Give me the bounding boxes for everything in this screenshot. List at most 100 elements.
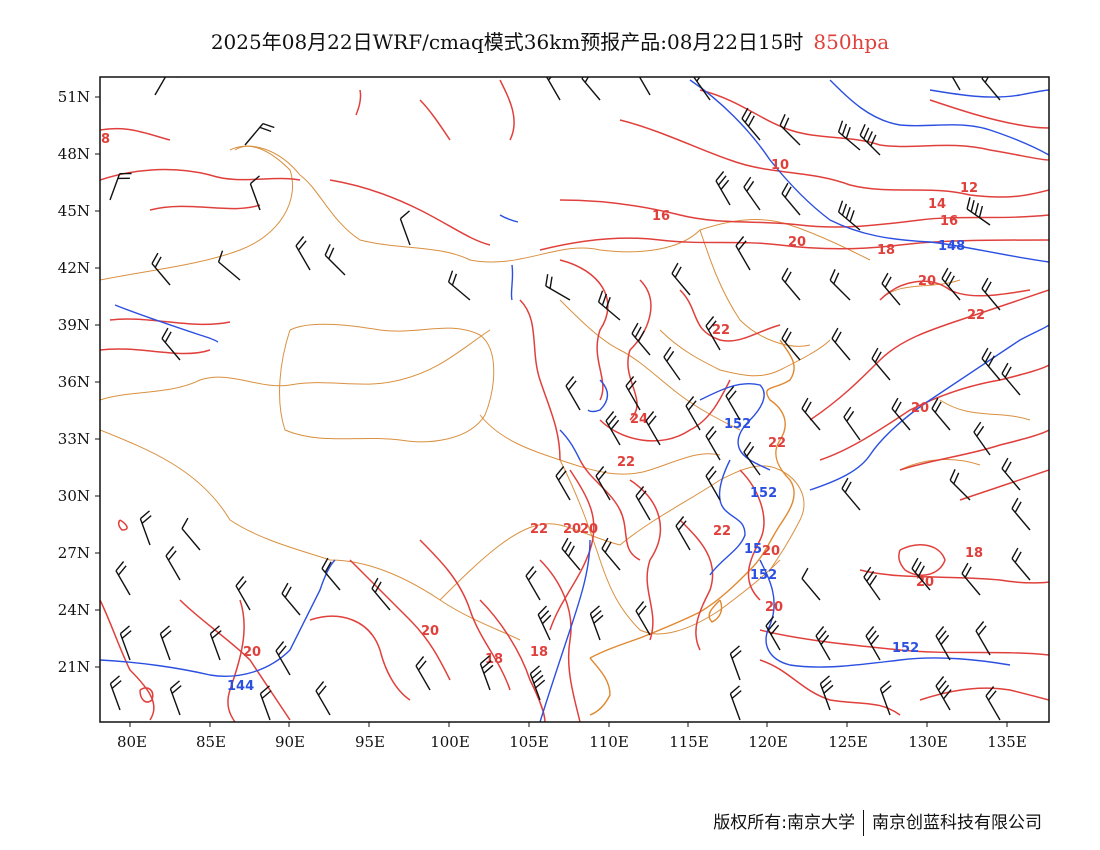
wind-barb-feather (595, 466, 605, 477)
wind-barb-feather (914, 561, 922, 573)
wind-barb-feather (211, 630, 222, 639)
wind-barb-feather (693, 77, 695, 78)
height-label: 148 (938, 239, 965, 254)
lon-label: 125E (828, 733, 868, 751)
wind-barb-feather (119, 625, 130, 635)
temp-label: 22 (768, 436, 786, 451)
wind-barb-feather (707, 320, 717, 331)
wind-barb-feather (374, 581, 382, 593)
wind-barb-shaft (949, 479, 971, 501)
lon-label: 135E (987, 733, 1027, 751)
wind-barb-feather (209, 625, 220, 635)
wind-barb-feather (663, 346, 672, 358)
wind-barb-feather (834, 331, 842, 343)
wind-barb-feather (675, 516, 685, 527)
wind-barb-feather (819, 675, 830, 685)
wind-barb-shaft (581, 78, 601, 101)
lon-label: 95E (355, 733, 385, 751)
wind-barb-shaft (815, 635, 831, 661)
wind-barb-shaft (151, 263, 171, 286)
wind-barb-feather (731, 650, 742, 659)
wind-barb-feather (315, 681, 325, 692)
wind-barb-feather (1014, 551, 1022, 563)
wind-barb-shaft (244, 123, 264, 146)
wind-barb-shaft (705, 435, 721, 461)
height-label: 144 (227, 679, 254, 694)
wind-barb-feather (770, 624, 780, 635)
wind-barb-feather (139, 510, 150, 520)
wind-barb-feather (935, 626, 945, 637)
lon-label: 120E (748, 733, 788, 751)
wind-barb-feather (837, 120, 844, 133)
copyright-owner: 版权所有:南京大学 (713, 813, 855, 833)
wind-barb-shaft (931, 408, 951, 431)
wind-barb-feather (884, 276, 892, 288)
wind-barb-feather (539, 610, 550, 620)
temp-label: 8 (101, 132, 110, 147)
wind-barb-feather (937, 680, 947, 691)
lat-label: 42N (58, 259, 90, 277)
coastline (589, 339, 795, 716)
wind-barb-shaft (961, 573, 981, 596)
wind-barb-feather (715, 171, 725, 182)
wind-barb-feather (297, 240, 307, 251)
wind-barb-shaft (843, 416, 861, 441)
wind-barb-feather (275, 641, 285, 652)
map-title: 2025年08月22日WRF/cmaq模式36km预报产品:08月22日15时 8… (0, 26, 1100, 55)
temp-label: 20 (563, 522, 581, 537)
wind-barb-feather (783, 117, 790, 130)
wind-barb-feather (141, 515, 152, 524)
wind-barb-feather (841, 123, 848, 136)
temp-label: 18 (965, 546, 983, 561)
wind-barb-feather (631, 322, 639, 334)
wind-barb-feather (605, 296, 611, 309)
copyright-footer: 版权所有:南京大学 南京创蓝科技有限公司 (713, 808, 1042, 836)
wind-barb-feather (747, 115, 755, 127)
wind-barb-feather (746, 180, 755, 192)
wind-barb-feather (725, 386, 735, 397)
wind-barb-feather (217, 250, 224, 263)
wind-barb-feather (564, 541, 572, 553)
height-label: 152 (724, 417, 751, 432)
wind-barb-feather (767, 620, 777, 631)
wind-barb-feather (535, 679, 546, 689)
wind-barb-shaft (115, 570, 131, 596)
wind-barb-feather (981, 277, 989, 289)
wind-barb-feather (565, 376, 575, 387)
wind-barb-feather (1004, 366, 1012, 378)
lat-label: 45N (58, 202, 90, 220)
wind-barb-shaft (675, 525, 691, 551)
wind-barb-feather (324, 244, 331, 256)
wind-barb-feather (164, 331, 172, 343)
wind-barb-feather (865, 626, 875, 637)
wind-barb-feather (636, 62, 644, 71)
longitude-axis: 80E 85E 90E 95E 100E 105E 110E 115E 120E… (117, 722, 1027, 751)
wind-barb-feather (831, 327, 839, 339)
wind-barb-feather (607, 415, 617, 426)
wind-barb-feather (237, 580, 247, 591)
wind-barb-feather (801, 397, 809, 409)
wind-barb-feather (115, 561, 125, 572)
wind-barb-shaft (951, 77, 961, 91)
wind-barb-feather (943, 689, 952, 700)
wind-barb-feather (371, 577, 379, 589)
wind-barb-feather (985, 686, 995, 697)
wind-barb-feather (634, 326, 642, 338)
wind-barb-feather (784, 331, 792, 343)
wind-barb-feather (547, 77, 552, 81)
wind-barb-shaft (975, 630, 991, 656)
wind-barb-feather (483, 664, 494, 674)
wind-barb-feather (743, 441, 752, 453)
wind-barb-feather (879, 680, 890, 690)
wind-barb-shaft (209, 633, 221, 661)
temperature-labels: 8 10 12 14 16 16 18 18 18 18 20 20 20 20… (101, 132, 985, 667)
lon-label: 105E (509, 733, 549, 751)
wind-barb-feather (744, 111, 752, 123)
wind-barb-feather (666, 350, 675, 362)
wind-barb-feather (249, 175, 260, 185)
wind-barb-feather (447, 270, 454, 283)
wind-barb-shaft (161, 338, 181, 361)
wind-barb-feather (479, 655, 490, 665)
wind-barb-feather (746, 445, 755, 457)
